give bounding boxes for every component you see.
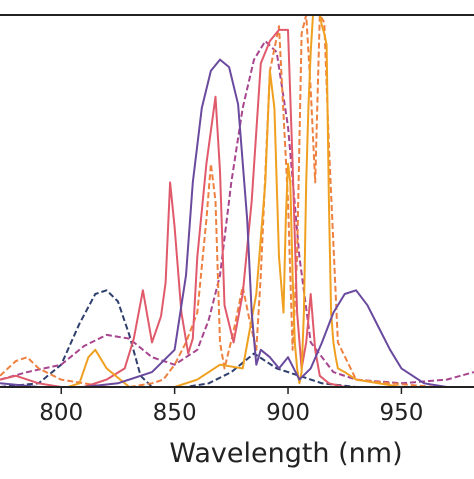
x-axis-label: Wavelength (nm): [169, 438, 402, 469]
x-tick-label: 800: [39, 400, 83, 426]
x-tick-layer: 800 850 900 950: [39, 387, 423, 426]
x-tick-label: 900: [266, 400, 310, 426]
x-tick-label: 850: [153, 400, 197, 426]
series-line-3: [0, 14, 474, 388]
series-line-2: [0, 40, 474, 385]
series-line-4: [0, 28, 474, 388]
x-tick-label: 950: [379, 400, 423, 426]
series-line-6: [0, 58, 474, 388]
series-line-1: [0, 289, 474, 388]
series-line-5: [0, 14, 474, 388]
series-layer: [0, 14, 474, 388]
